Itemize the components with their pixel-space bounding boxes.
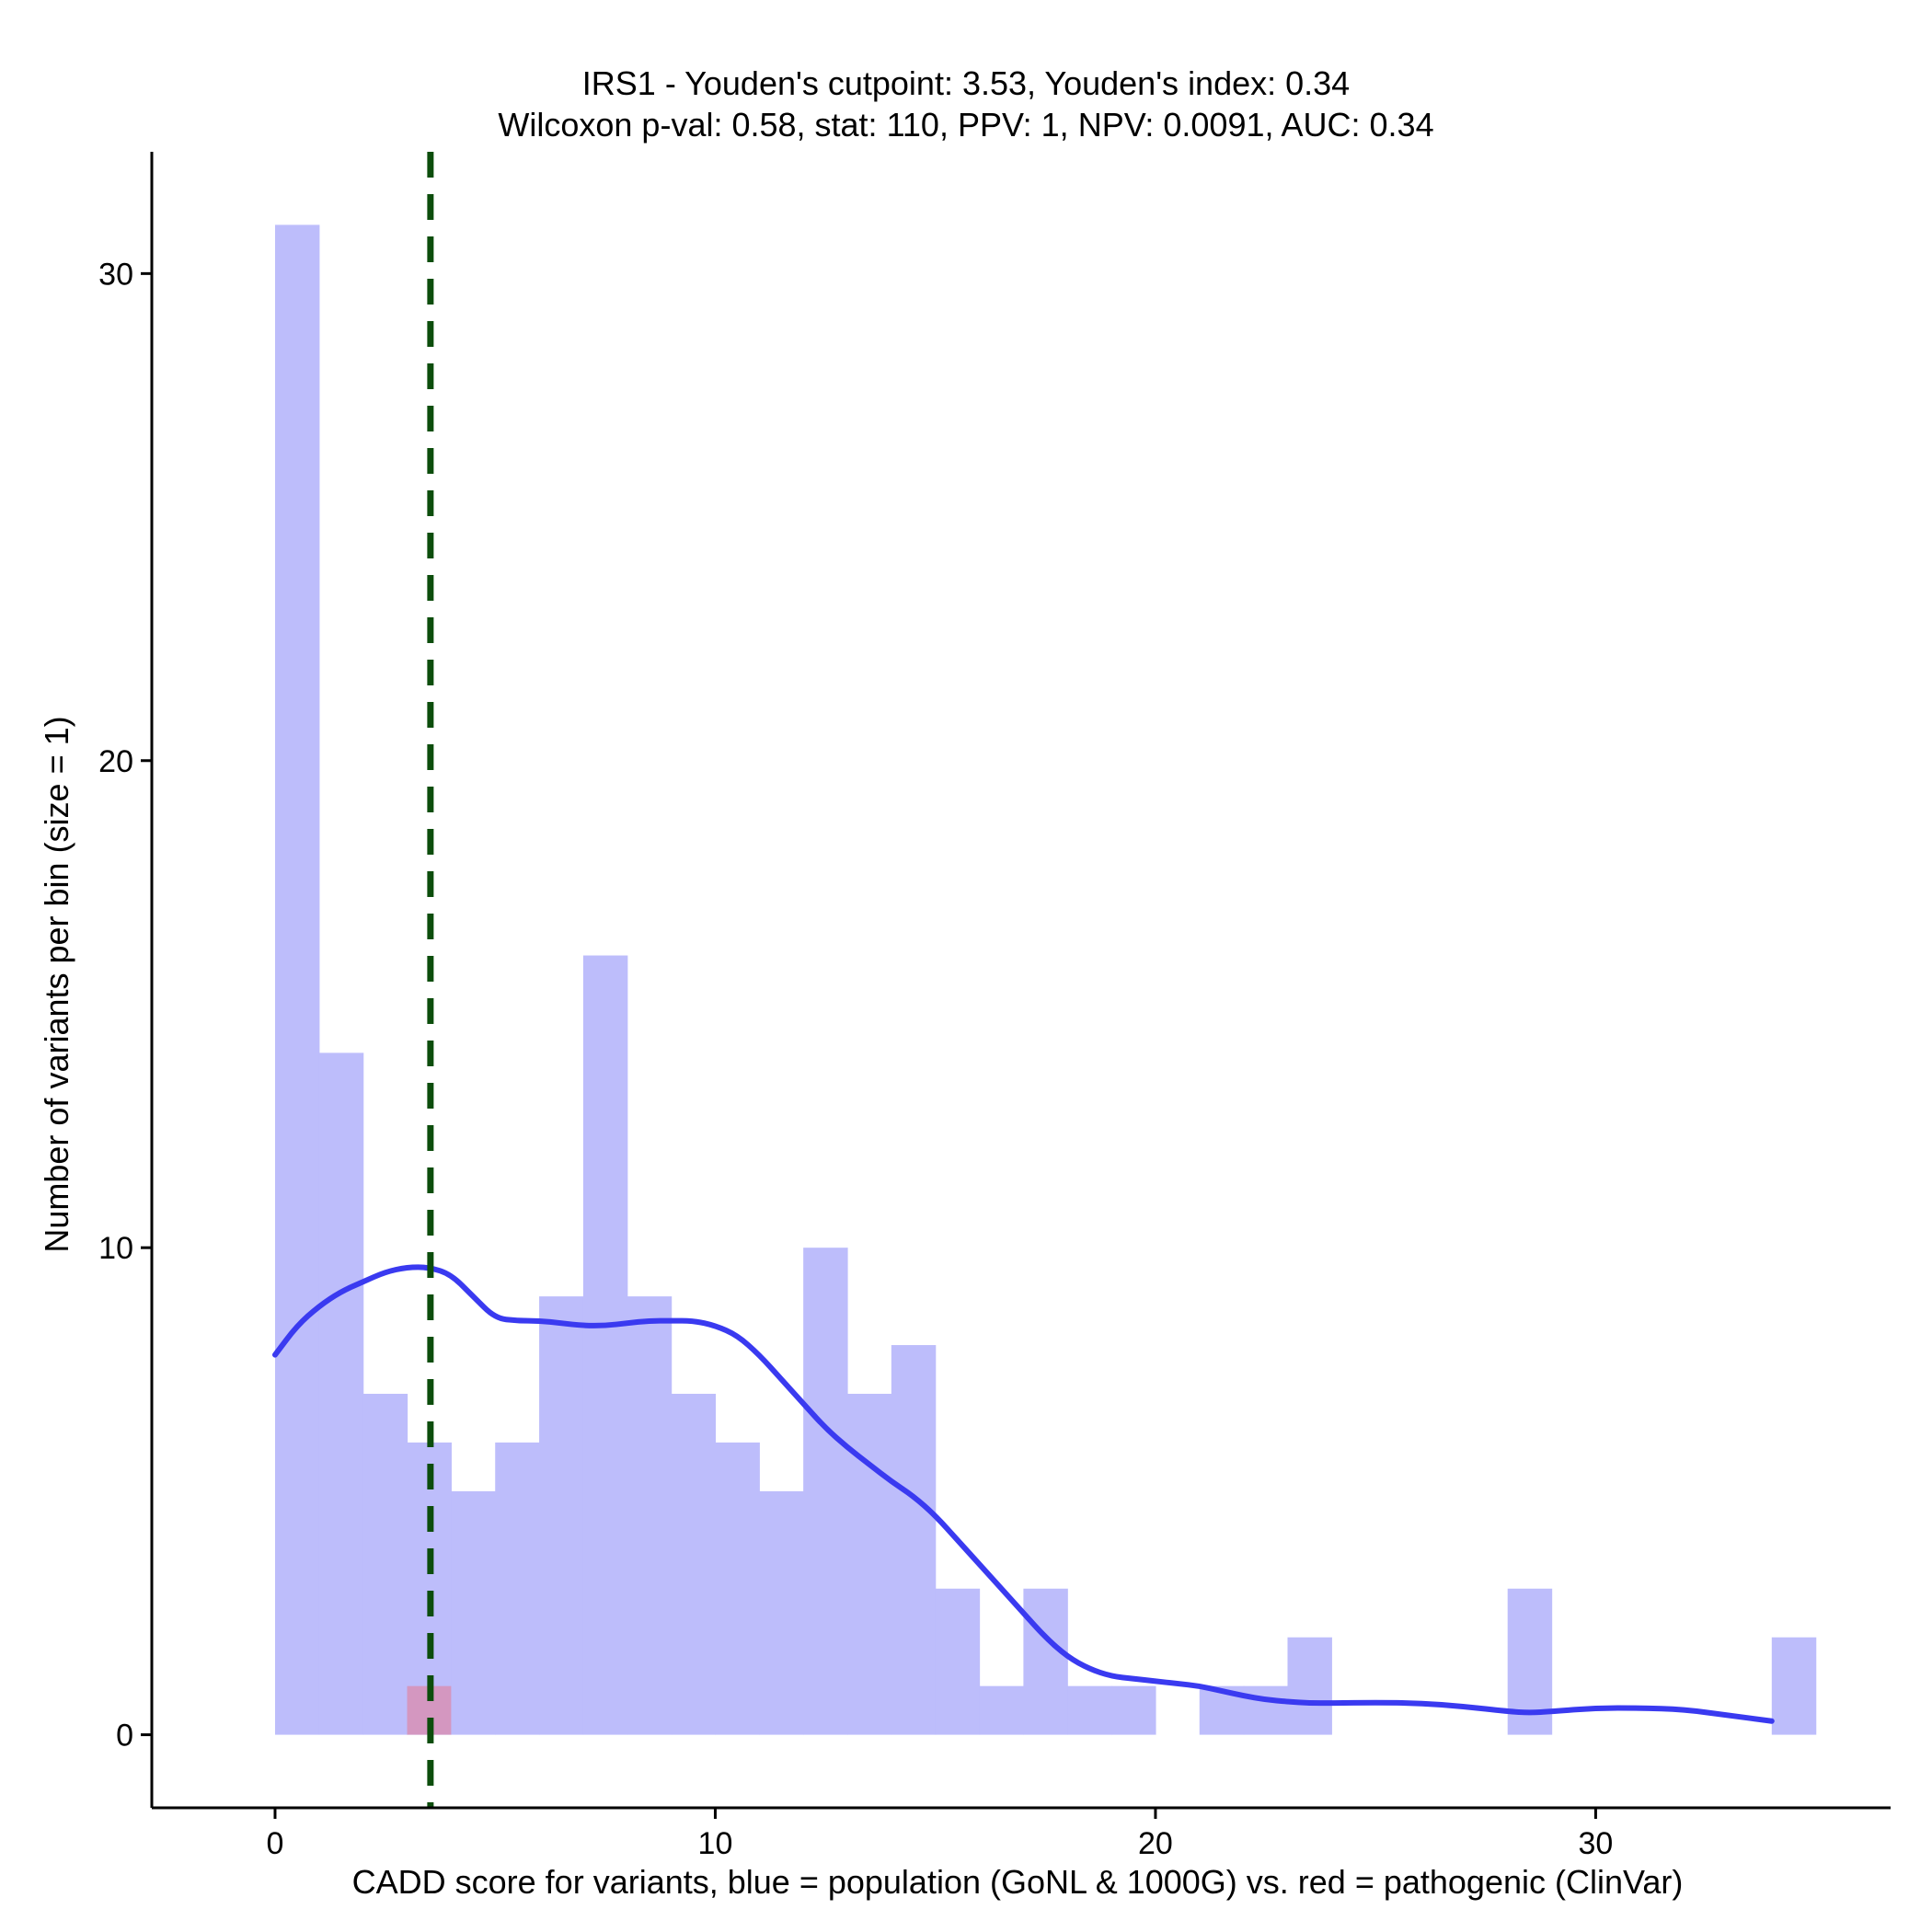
chart-title-line-2: Wilcoxon p-val: 0.58, stat: 110, PPV: 1,… xyxy=(498,106,1434,144)
population-bar-23 xyxy=(1287,1637,1332,1735)
population-bar-4 xyxy=(451,1490,496,1735)
population-bar-19 xyxy=(1111,1685,1156,1735)
population-bar-0 xyxy=(274,224,320,1735)
population-bar-5 xyxy=(495,1442,540,1735)
y-axis-ticks: 0 10 20 30 xyxy=(98,257,152,1754)
x-tick-label-20: 20 xyxy=(1138,1826,1173,1861)
y-tick-label-30: 30 xyxy=(98,257,133,292)
population-bar-10 xyxy=(715,1442,760,1735)
population-bar-8 xyxy=(627,1296,673,1735)
population-bar-16 xyxy=(979,1685,1024,1735)
population-bar-34 xyxy=(1771,1637,1817,1735)
y-tick-label-0: 0 xyxy=(116,1719,133,1754)
population-bar-12 xyxy=(803,1248,848,1735)
population-bar-22 xyxy=(1243,1685,1289,1735)
population-bar-15 xyxy=(935,1588,981,1735)
population-density-curve xyxy=(271,1264,1775,1724)
population-bar-14 xyxy=(891,1345,937,1735)
population-bar-18 xyxy=(1067,1685,1112,1735)
x-tick-label-0: 0 xyxy=(267,1826,284,1861)
population-bar-13 xyxy=(847,1394,892,1735)
y-tick-label-20: 20 xyxy=(98,744,133,779)
y-tick-label-10: 10 xyxy=(98,1231,133,1266)
chart-title-line-1: IRS1 - Youden's cutpoint: 3.53, Youden's… xyxy=(581,64,1351,102)
population-bar-6 xyxy=(539,1296,584,1735)
population-bar-1 xyxy=(318,1052,364,1735)
x-axis-ticks: 0 10 20 30 xyxy=(267,1808,1614,1861)
x-axis-title: CADD score for variants, blue = populati… xyxy=(352,1863,1684,1901)
population-bar-9 xyxy=(671,1394,717,1735)
population-bars xyxy=(274,224,1817,1735)
y-axis-title: Number of variants per bin (size = 1) xyxy=(38,716,75,1252)
population-bar-11 xyxy=(759,1490,804,1735)
x-tick-label-10: 10 xyxy=(698,1826,733,1861)
x-tick-label-30: 30 xyxy=(1579,1826,1614,1861)
population-bar-2 xyxy=(362,1394,408,1735)
population-bar-7 xyxy=(582,955,628,1735)
population-bar-17 xyxy=(1023,1588,1068,1735)
